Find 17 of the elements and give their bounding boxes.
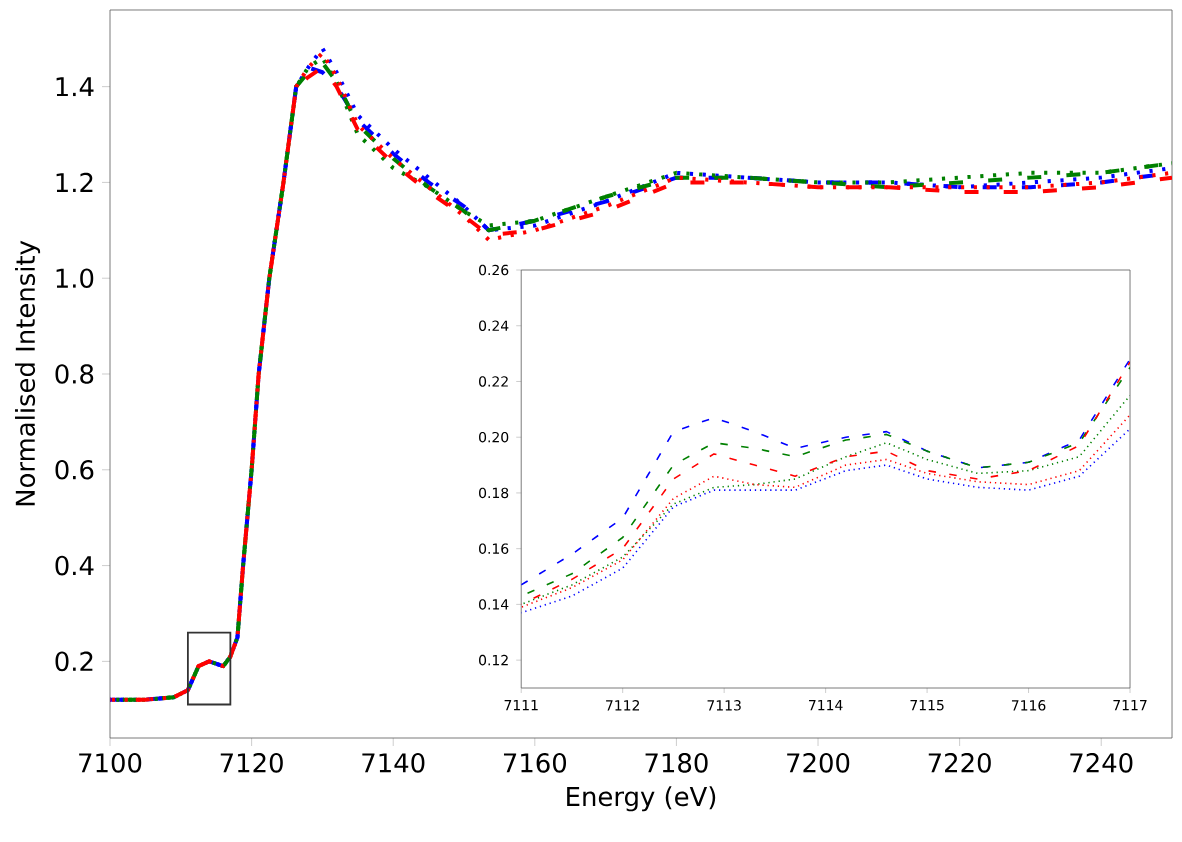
x-tick-label: 7100 bbox=[79, 753, 142, 773]
x-tick-label: 7160 bbox=[503, 753, 567, 773]
y-tick-label: 1.2 bbox=[56, 172, 93, 193]
x-tick-label: 7200 bbox=[787, 753, 850, 773]
x-tick-label: 7120 bbox=[220, 753, 283, 773]
x-axis-title: Energy (eV) bbox=[567, 786, 716, 812]
y-tick-label: 0.6 bbox=[55, 460, 94, 480]
x-tick-label: 7240 bbox=[1070, 753, 1133, 773]
y-tick-label: 1.0 bbox=[56, 268, 94, 289]
y-tick-label: 0.2 bbox=[55, 651, 93, 672]
y-tick-label: 1.4 bbox=[56, 77, 94, 97]
x-tick-label: 7180 bbox=[645, 753, 708, 773]
y-axis-title: Normalised Intensity bbox=[15, 240, 41, 506]
y-tick-label: 0.4 bbox=[55, 555, 94, 576]
y-tick-label: 0.8 bbox=[55, 364, 94, 384]
x-tick-label: 7220 bbox=[928, 753, 991, 773]
x-tick-label: 7140 bbox=[362, 753, 425, 773]
